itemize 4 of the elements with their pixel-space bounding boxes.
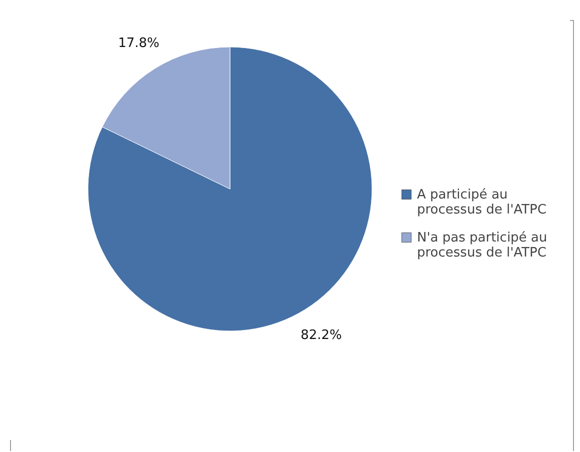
legend-label: A participé au processus de l'ATPC [417, 188, 546, 218]
data-label: 82.2% [300, 328, 342, 343]
data-label: 17.8% [118, 36, 160, 52]
legend-label: N'a pas participé au processus de l'ATPC [417, 230, 548, 260]
